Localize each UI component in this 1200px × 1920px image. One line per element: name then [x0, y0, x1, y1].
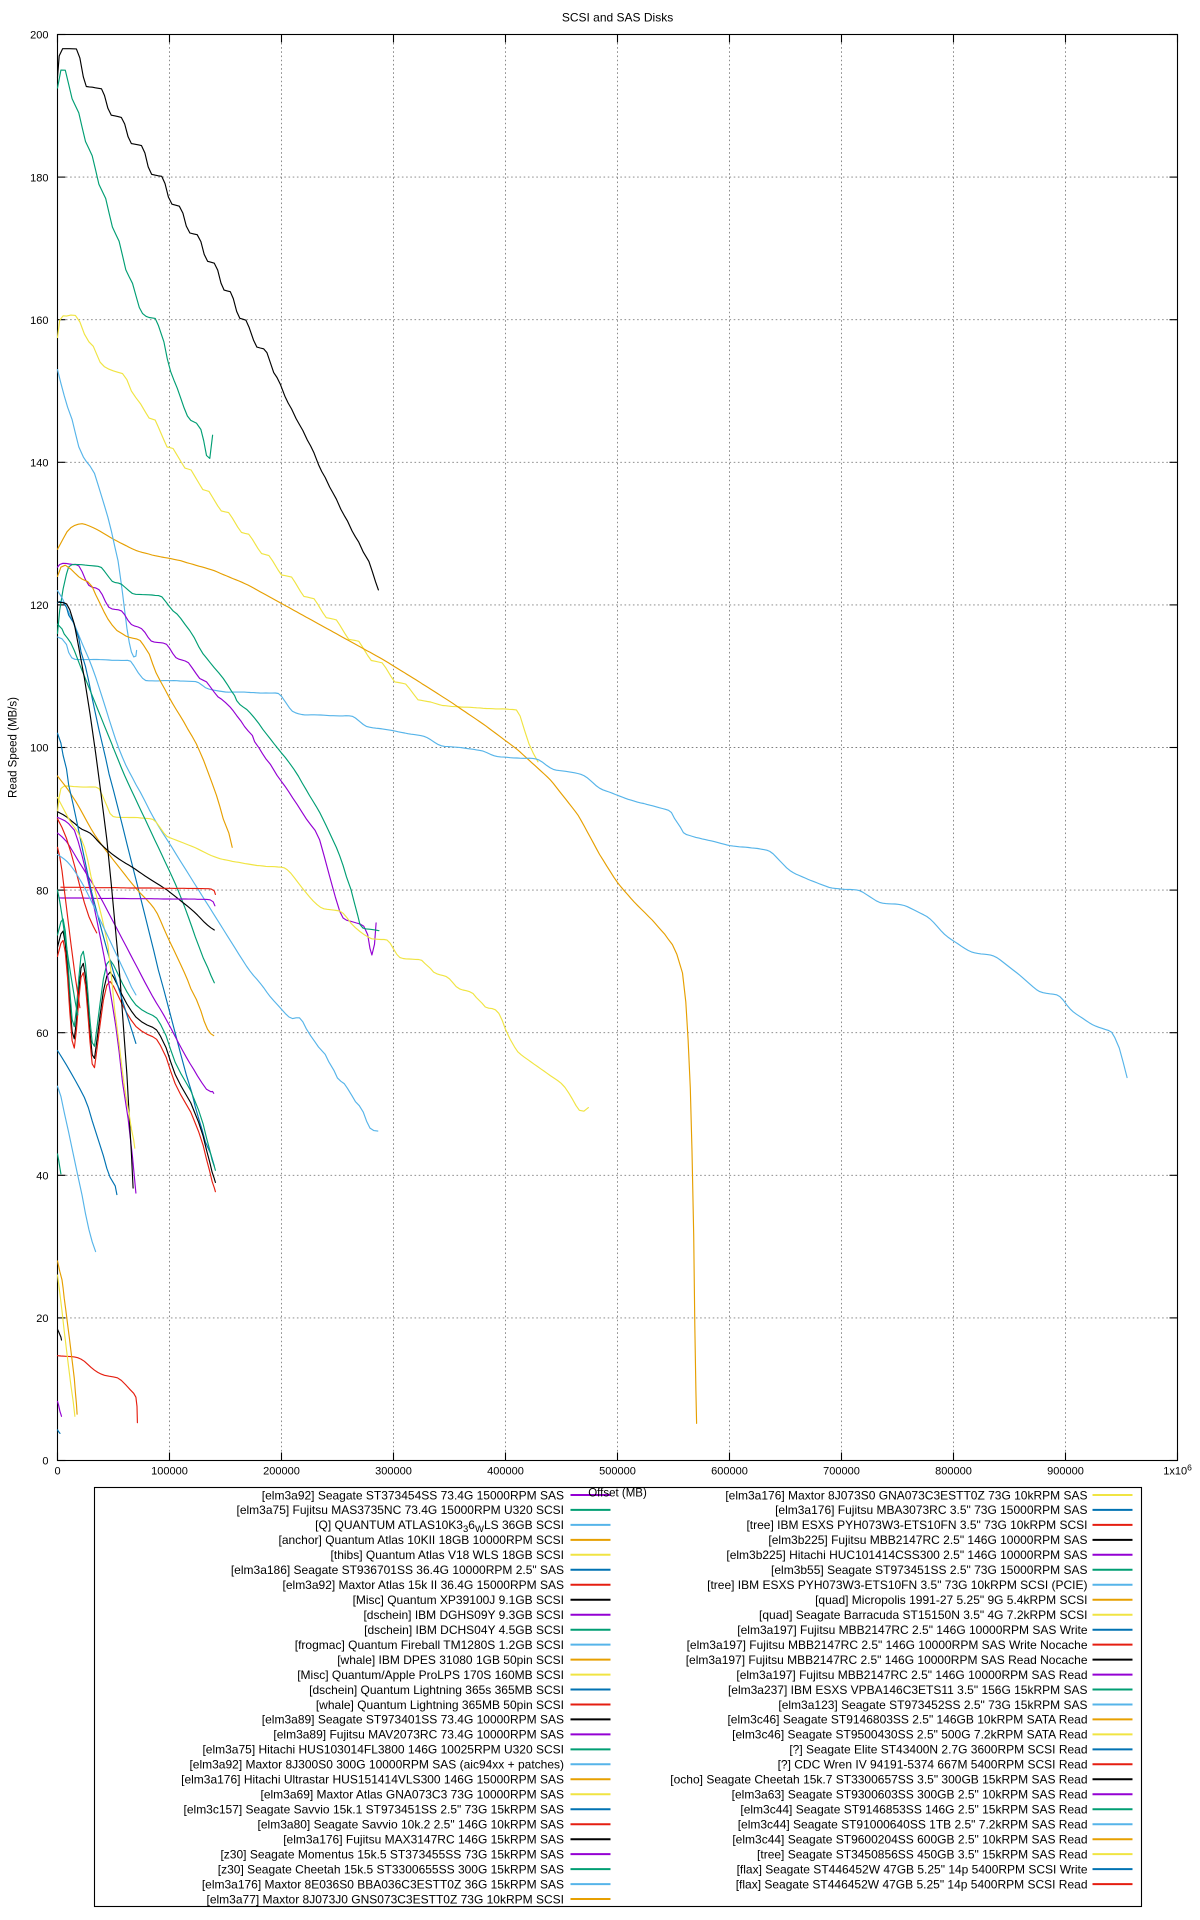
svg-text:800000: 800000 — [935, 1466, 972, 1478]
svg-text:[?] Seagate Elite ST43400N 2.7: [?] Seagate Elite ST43400N 2.7G 3600RPM … — [789, 1743, 1087, 1757]
svg-text:300000: 300000 — [375, 1466, 412, 1478]
svg-text:80: 80 — [36, 885, 48, 897]
svg-text:[elm3a92] Maxtor Atlas 15k II: [elm3a92] Maxtor Atlas 15k II 36.4G 1500… — [283, 1578, 564, 1592]
svg-text:40: 40 — [36, 1171, 48, 1183]
svg-text:[elm3c44] Seagate ST91000640SS: [elm3c44] Seagate ST91000640SS 1TB 2.5" … — [738, 1818, 1088, 1832]
svg-text:600000: 600000 — [711, 1466, 748, 1478]
svg-text:[elm3a176] Fujitsu MBA3073RC 3: [elm3a176] Fujitsu MBA3073RC 3.5" 73G 15… — [775, 1503, 1087, 1517]
svg-text:180: 180 — [30, 172, 48, 184]
svg-text:900000: 900000 — [1047, 1466, 1084, 1478]
svg-text:[whale] Quantum Lightning 365M: [whale] Quantum Lightning 365MB 50pin SC… — [316, 1698, 564, 1712]
svg-text:[elm3b225] Fujitsu MBB2147RC 2: [elm3b225] Fujitsu MBB2147RC 2.5" 146G 1… — [768, 1533, 1087, 1547]
svg-text:[dschein] IBM DCHS04Y 4.5GB SC: [dschein] IBM DCHS04Y 4.5GB SCSI — [364, 1623, 564, 1637]
svg-text:[whale] IBM DPES 31080 1GB 50p: [whale] IBM DPES 31080 1GB 50pin SCSI — [337, 1653, 564, 1667]
svg-text:[elm3a123] Seagate ST973452SS: [elm3a123] Seagate ST973452SS 2.5" 73G 1… — [778, 1698, 1087, 1712]
svg-text:[elm3a92] Maxtor 8J300S0 300G: [elm3a92] Maxtor 8J300S0 300G 10000RPM S… — [189, 1758, 564, 1772]
svg-text:[dschein] IBM DGHS09Y 9.3GB SC: [dschein] IBM DGHS09Y 9.3GB SCSI — [363, 1608, 564, 1622]
svg-text:Offset (MB): Offset (MB) — [588, 1487, 647, 1499]
svg-text:1x106: 1x106 — [1163, 1463, 1192, 1478]
svg-text:[tree] IBM ESXS PYH073W3-ETS10: [tree] IBM ESXS PYH073W3-ETS10FN 3.5" 73… — [746, 1518, 1087, 1532]
svg-text:500000: 500000 — [599, 1466, 636, 1478]
svg-text:[elm3c46] Seagate ST9500430SS: [elm3c46] Seagate ST9500430SS 2.5" 500G … — [732, 1728, 1087, 1742]
svg-text:[tree] IBM ESXS PYH073W3-ETS10: [tree] IBM ESXS PYH073W3-ETS10FN 3.5" 73… — [707, 1578, 1087, 1592]
svg-text:[elm3a176] Maxtor 8E036S0 BBA0: [elm3a176] Maxtor 8E036S0 BBA036C3ESTT0Z… — [202, 1877, 564, 1891]
svg-text:[elm3a75] Hitachi HUS103014FL3: [elm3a75] Hitachi HUS103014FL3800 146G 1… — [202, 1743, 564, 1757]
svg-text:[elm3c44] Seagate ST9146853SS: [elm3c44] Seagate ST9146853SS 146G 2.5" … — [740, 1803, 1087, 1817]
svg-text:[elm3a197] Fujitsu MBB2147RC 2: [elm3a197] Fujitsu MBB2147RC 2.5" 146G 1… — [687, 1638, 1088, 1652]
svg-text:[dschein] Quantum Lightning 36: [dschein] Quantum Lightning 365s 365MB S… — [309, 1683, 564, 1697]
svg-text:400000: 400000 — [487, 1466, 524, 1478]
svg-text:[elm3a63] Seagate ST9300603SS: [elm3a63] Seagate ST9300603SS 300GB 2.5"… — [732, 1788, 1088, 1802]
svg-text:[elm3a176] Fujitsu MAX3147RC 1: [elm3a176] Fujitsu MAX3147RC 146G 15kRPM… — [283, 1833, 564, 1847]
svg-text:[Q] QUANTUM ATLAS10K336WLS 36G: [Q] QUANTUM ATLAS10K336WLS 36GB SCSI — [315, 1518, 564, 1535]
svg-text:[elm3a80] Seagate Savvio 10k.2: [elm3a80] Seagate Savvio 10k.2 2.5" 146G… — [258, 1818, 564, 1832]
svg-text:[elm3a77] Maxtor 8J073J0 GNS07: [elm3a77] Maxtor 8J073J0 GNS073C3ESTT0Z … — [207, 1892, 565, 1906]
svg-text:Read Speed (MB/s): Read Speed (MB/s) — [8, 697, 20, 798]
svg-text:[elm3a197] Fujitsu MBB2147RC 2: [elm3a197] Fujitsu MBB2147RC 2.5" 146G 1… — [737, 1623, 1088, 1637]
svg-text:[elm3a176] Maxtor 8J073S0 GNA0: [elm3a176] Maxtor 8J073S0 GNA073C3ESTT0Z… — [725, 1488, 1087, 1502]
svg-text:[anchor] Quantum Atlas 10KII 1: [anchor] Quantum Atlas 10KII 18GB 10000R… — [279, 1533, 565, 1547]
svg-text:[elm3b55] Seagate ST973451SS 2: [elm3b55] Seagate ST973451SS 2.5" 73G 15… — [771, 1563, 1087, 1577]
svg-text:[tree] Seagate ST3450856SS 450: [tree] Seagate ST3450856SS 450GB 3.5" 15… — [757, 1847, 1087, 1861]
svg-text:[elm3c46] Seagate ST9146803SS: [elm3c46] Seagate ST9146803SS 2.5" 146GB… — [727, 1713, 1087, 1727]
svg-text:[thibs] Quantum Atlas V18 WLS: [thibs] Quantum Atlas V18 WLS 18GB SCSI — [331, 1548, 564, 1562]
svg-text:[elm3a197] Fujitsu MBB2147RC 2: [elm3a197] Fujitsu MBB2147RC 2.5" 146G 1… — [736, 1668, 1087, 1682]
svg-text:[frogmac] Quantum Fireball TM1: [frogmac] Quantum Fireball TM1280S 1.2GB… — [295, 1638, 564, 1652]
svg-text:0: 0 — [42, 1456, 48, 1468]
svg-text:60: 60 — [36, 1028, 48, 1040]
svg-text:[?] CDC Wren IV 94191-5374 667: [?] CDC Wren IV 94191-5374 667M 5400RPM … — [778, 1758, 1088, 1772]
svg-text:[z30] Seagate Momentus 15k.5 S: [z30] Seagate Momentus 15k.5 ST373455SS … — [220, 1847, 564, 1861]
svg-text:100: 100 — [30, 743, 48, 755]
svg-text:[elm3a186] Seagate ST936701SS: [elm3a186] Seagate ST936701SS 36.4G 1000… — [231, 1563, 564, 1577]
svg-text:[elm3a89] Seagate ST973401SS 7: [elm3a89] Seagate ST973401SS 73.4G 10000… — [262, 1713, 564, 1727]
svg-text:[Misc] Quantum/Apple ProLPS 17: [Misc] Quantum/Apple ProLPS 170S 160MB S… — [297, 1668, 564, 1682]
svg-text:160: 160 — [30, 315, 48, 327]
svg-text:[ocho] Seagate Cheetah 15k.7 S: [ocho] Seagate Cheetah 15k.7 ST3300657SS… — [670, 1773, 1087, 1787]
svg-text:[quad] Seagate Barracuda ST151: [quad] Seagate Barracuda ST15150N 3.5" 4… — [759, 1608, 1087, 1622]
svg-text:0: 0 — [54, 1466, 60, 1478]
svg-text:[elm3a237] IBM ESXS VPBA146C3E: [elm3a237] IBM ESXS VPBA146C3ETS11 3.5" … — [728, 1683, 1088, 1697]
svg-text:[flax] Seagate ST446452W 47GB: [flax] Seagate ST446452W 47GB 5.25" 14p … — [736, 1877, 1088, 1891]
svg-text:[Misc] Quantum XP39100J 9.1GB: [Misc] Quantum XP39100J 9.1GB SCSI — [353, 1593, 564, 1607]
svg-text:[elm3a176] Hitachi Ultrastar H: [elm3a176] Hitachi Ultrastar HUS151414VL… — [181, 1773, 564, 1787]
svg-text:100000: 100000 — [151, 1466, 188, 1478]
svg-text:[elm3b225] Hitachi HUC101414CS: [elm3b225] Hitachi HUC101414CSS300 2.5" … — [726, 1548, 1087, 1562]
svg-text:[elm3a69] Maxtor Atlas GNA073C: [elm3a69] Maxtor Atlas GNA073C3 73G 1000… — [261, 1788, 565, 1802]
svg-text:[elm3c157] Seagate Savvio 15k.: [elm3c157] Seagate Savvio 15k.1 ST973451… — [184, 1803, 564, 1817]
svg-text:[elm3a197] Fujitsu MBB2147RC 2: [elm3a197] Fujitsu MBB2147RC 2.5" 146G 1… — [686, 1653, 1088, 1667]
svg-text:[quad] Micropolis 1991-27 5.25: [quad] Micropolis 1991-27 5.25" 9G 5.4kR… — [815, 1593, 1087, 1607]
svg-text:140: 140 — [30, 458, 48, 470]
svg-text:[z30] Seagate Cheetah 15k.5 ST: [z30] Seagate Cheetah 15k.5 ST3300655SS … — [218, 1862, 564, 1876]
svg-text:[elm3c44] Seagate ST9600204SS: [elm3c44] Seagate ST9600204SS 600GB 2.5"… — [732, 1833, 1087, 1847]
svg-text:120: 120 — [30, 600, 48, 612]
svg-text:200: 200 — [30, 30, 48, 42]
svg-text:[elm3a92] Seagate ST373454SS 7: [elm3a92] Seagate ST373454SS 73.4G 15000… — [262, 1488, 564, 1502]
svg-text:20: 20 — [36, 1313, 48, 1325]
svg-text:200000: 200000 — [263, 1466, 300, 1478]
svg-text:700000: 700000 — [823, 1466, 860, 1478]
svg-text:[flax] Seagate ST446452W 47GB: [flax] Seagate ST446452W 47GB 5.25" 14p … — [737, 1862, 1088, 1876]
svg-text:[elm3a89] Fujitsu MAV2073RC 73: [elm3a89] Fujitsu MAV2073RC 73.4G 10000R… — [273, 1728, 564, 1742]
svg-text:SCSI and SAS Disks: SCSI and SAS Disks — [562, 11, 673, 25]
svg-text:[elm3a75] Fujitsu MAS3735NC 73: [elm3a75] Fujitsu MAS3735NC 73.4G 15000R… — [237, 1503, 565, 1517]
